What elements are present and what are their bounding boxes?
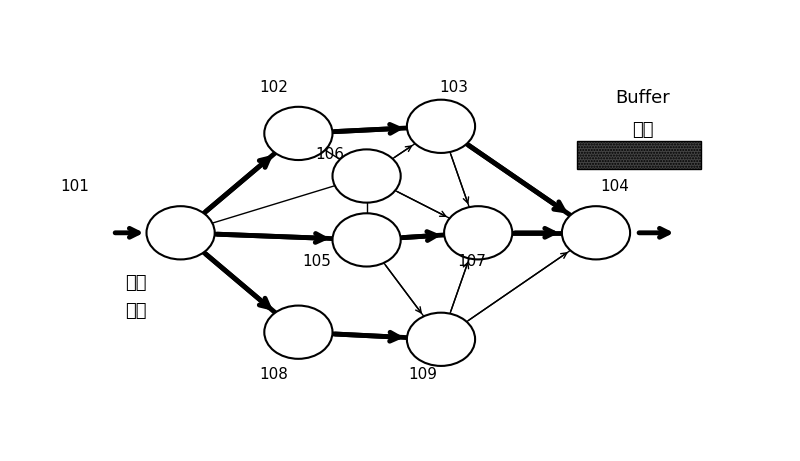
Ellipse shape	[407, 100, 475, 153]
Text: 106: 106	[315, 147, 344, 162]
Ellipse shape	[146, 206, 214, 260]
Text: 102: 102	[259, 80, 288, 95]
Text: 分流: 分流	[125, 302, 146, 320]
Text: Buffer: Buffer	[615, 89, 670, 107]
Ellipse shape	[407, 313, 475, 366]
Ellipse shape	[333, 213, 401, 266]
Ellipse shape	[333, 149, 401, 203]
Text: 103: 103	[439, 80, 468, 95]
Text: 108: 108	[259, 367, 288, 382]
Text: 109: 109	[408, 367, 437, 382]
Bar	[578, 141, 702, 169]
Text: 101: 101	[61, 179, 90, 194]
Ellipse shape	[444, 206, 512, 260]
Text: 缓冲: 缓冲	[632, 121, 654, 139]
Ellipse shape	[264, 306, 333, 359]
Text: 105: 105	[302, 254, 331, 269]
Ellipse shape	[562, 206, 630, 260]
Text: 业务: 业务	[125, 273, 146, 291]
Text: 107: 107	[458, 254, 486, 269]
Text: 104: 104	[600, 179, 629, 194]
Ellipse shape	[264, 107, 333, 160]
